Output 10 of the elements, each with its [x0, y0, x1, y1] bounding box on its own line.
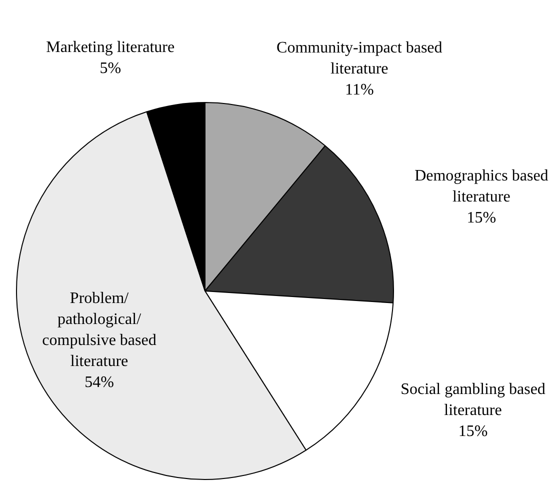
- slice-label: Marketing literature: [46, 38, 175, 56]
- data-label: 5%: [100, 60, 122, 77]
- data-label: 15%: [458, 423, 488, 440]
- slice-label: Problem/pathological/compulsive based literature: [42, 290, 156, 370]
- data-label: 11%: [345, 82, 374, 99]
- data-label: 15%: [466, 210, 496, 227]
- data-label: 54%: [84, 374, 114, 391]
- slice-label: Community-impact based literature: [276, 40, 442, 78]
- slice-label: Demographics based literature: [414, 168, 548, 206]
- slice-label: Social gambling based literature: [400, 381, 546, 420]
